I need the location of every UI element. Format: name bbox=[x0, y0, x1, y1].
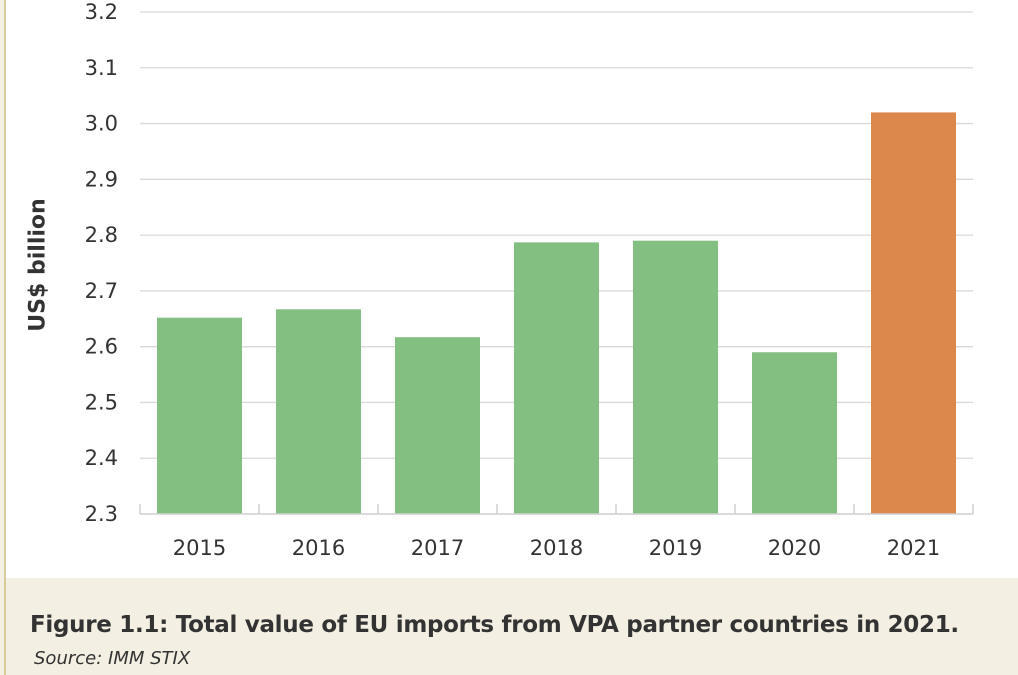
bar-2019 bbox=[633, 240, 718, 514]
y-tick-label: 3.0 bbox=[85, 112, 118, 136]
x-tick-label: 2019 bbox=[649, 536, 702, 560]
bar-2020 bbox=[752, 352, 837, 514]
x-tick-label: 2021 bbox=[887, 536, 940, 560]
bar-2017 bbox=[395, 337, 480, 514]
y-tick-label: 3.1 bbox=[85, 56, 118, 80]
x-tick-label: 2018 bbox=[530, 536, 583, 560]
y-tick-label: 2.7 bbox=[85, 279, 118, 303]
bar-2021 bbox=[871, 112, 956, 515]
caption-box bbox=[6, 578, 1018, 675]
bar-chart: 2.3 2.4 2.5 2.6 2.7 2.8 2.9 3.0 3.1 3.2 2015 2016 20… bbox=[85, 0, 974, 560]
y-tick-label: 2.9 bbox=[85, 167, 118, 191]
x-tick-label: 2020 bbox=[768, 536, 821, 560]
frame-border-line bbox=[4, 0, 6, 675]
bar-2015 bbox=[157, 317, 242, 514]
y-tick-label: 2.3 bbox=[85, 502, 118, 526]
bar-2016 bbox=[276, 309, 361, 514]
bar-2018 bbox=[514, 242, 599, 514]
y-axis-label: US$ billion bbox=[25, 198, 51, 332]
x-tick-label: 2016 bbox=[292, 536, 345, 560]
figure-caption: Figure 1.1: Total value of EU imports fr… bbox=[30, 612, 959, 638]
figure-source: Source: IMM STIX bbox=[34, 648, 191, 669]
frame-border bbox=[0, 0, 4, 675]
y-tick-label: 2.6 bbox=[85, 335, 118, 359]
y-tick-label: 2.8 bbox=[85, 223, 118, 247]
y-tick-label: 3.2 bbox=[85, 0, 118, 24]
x-tick-label: 2017 bbox=[411, 536, 464, 560]
x-tick-label: 2015 bbox=[173, 536, 226, 560]
y-tick-label: 2.5 bbox=[85, 390, 118, 414]
y-tick-label: 2.4 bbox=[85, 446, 118, 470]
